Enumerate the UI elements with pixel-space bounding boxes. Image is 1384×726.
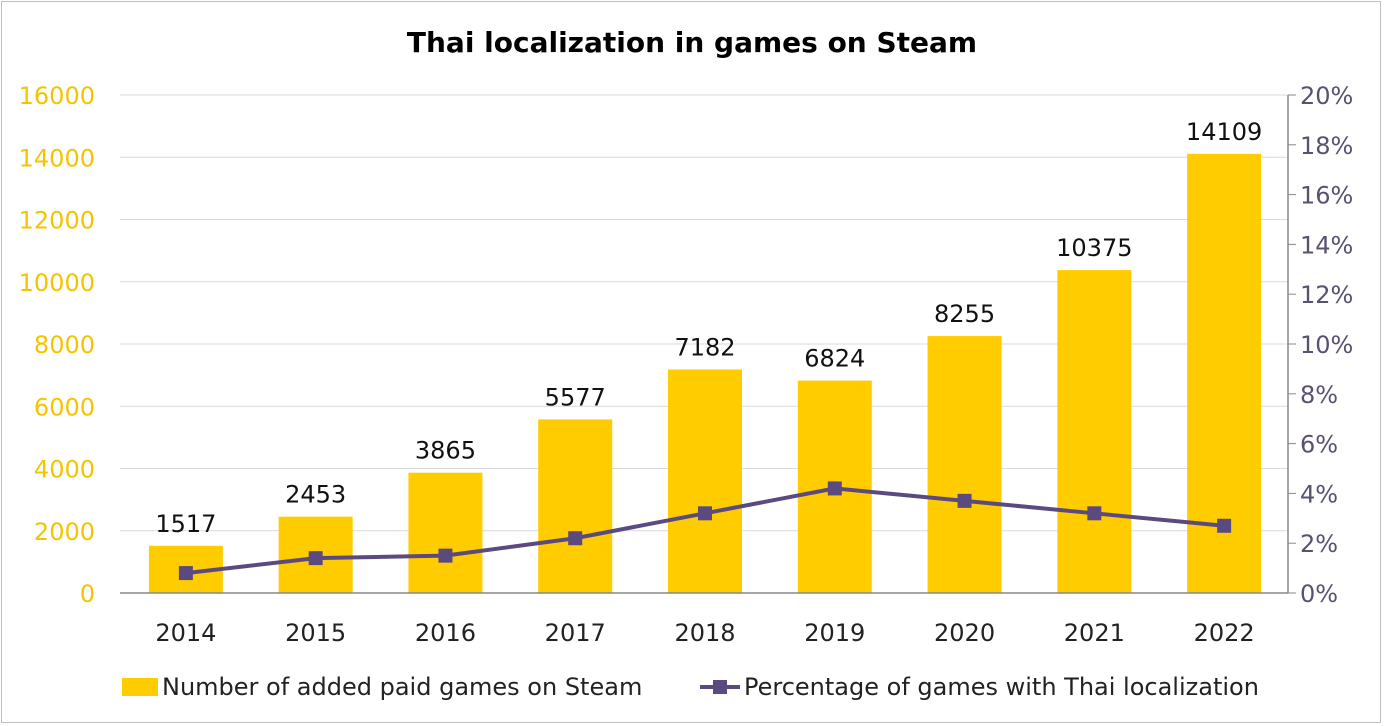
- right-axis-tick-label: 10%: [1300, 331, 1353, 359]
- line-marker: [308, 551, 323, 566]
- x-axis-tick-label: 2021: [1064, 619, 1125, 647]
- left-axis-tick-label: 8000: [34, 331, 95, 359]
- bar-data-label: 1517: [155, 510, 216, 538]
- legend-bar-label: Number of added paid games on Steam: [162, 673, 642, 701]
- x-axis-tick-label: 2015: [285, 619, 346, 647]
- bar-data-label: 5577: [545, 383, 606, 411]
- line-marker: [568, 531, 583, 546]
- x-axis-tick-label: 2014: [155, 619, 216, 647]
- bar: [927, 336, 1002, 593]
- right-axis-tick-label: 2%: [1300, 530, 1338, 558]
- right-axis-tick-label: 18%: [1300, 132, 1353, 160]
- right-axis-tick-label: 8%: [1300, 381, 1338, 409]
- x-axis-tick-label: 2022: [1194, 619, 1255, 647]
- line-marker: [957, 493, 972, 508]
- line-marker: [827, 481, 842, 496]
- bar-data-label: 14109: [1186, 118, 1262, 146]
- right-axis-tick-label: 6%: [1300, 431, 1338, 459]
- bar: [1057, 270, 1132, 593]
- line-marker: [698, 506, 712, 521]
- bar-data-label: 2453: [285, 481, 346, 509]
- x-axis-tick-label: 2020: [934, 619, 995, 647]
- left-axis-tick-label: 2000: [34, 518, 95, 546]
- bar-data-label: 7182: [674, 333, 735, 361]
- left-axis-tick-label: 10000: [19, 269, 95, 297]
- legend-line-label: Percentage of games with Thai localizati…: [744, 673, 1259, 701]
- legend-bar-swatch: [122, 678, 158, 696]
- left-axis-tick-label: 4000: [34, 456, 95, 484]
- right-axis-tick-label: 12%: [1300, 281, 1353, 309]
- x-axis-tick-label: 2019: [804, 619, 865, 647]
- line-marker: [1217, 518, 1232, 533]
- left-axis-tick-label: 12000: [19, 207, 95, 235]
- legend: Number of added paid games on Steam Perc…: [122, 673, 1259, 701]
- legend-line-marker: [713, 680, 727, 694]
- bar-data-label: 8255: [934, 300, 995, 328]
- right-axis-tick-label: 16%: [1300, 182, 1353, 210]
- right-axis-tick-label: 14%: [1300, 231, 1353, 259]
- x-axis-tick-label: 2018: [674, 619, 735, 647]
- chart-title: Thai localization in games on Steam: [407, 26, 977, 59]
- left-axis-tick-label: 16000: [19, 82, 95, 110]
- line-marker: [1087, 506, 1102, 521]
- left-axis-tick-label: 0: [80, 580, 95, 608]
- bar-data-label: 10375: [1056, 234, 1132, 262]
- line-marker: [438, 548, 453, 563]
- x-axis-tick-label: 2017: [545, 619, 606, 647]
- bar-data-label: 6824: [804, 345, 865, 373]
- x-axis-tick-label: 2016: [415, 619, 476, 647]
- bar: [408, 472, 483, 593]
- right-axis-tick-label: 20%: [1300, 82, 1353, 110]
- right-axis-tick-label: 4%: [1300, 480, 1338, 508]
- left-axis-tick-label: 14000: [19, 144, 95, 172]
- left-axis-tick-label: 6000: [34, 393, 95, 421]
- bar-data-label: 3865: [415, 437, 476, 465]
- line-marker: [178, 566, 193, 581]
- bar: [668, 369, 742, 593]
- right-axis-tick-label: 0%: [1300, 580, 1338, 608]
- bar: [538, 419, 613, 593]
